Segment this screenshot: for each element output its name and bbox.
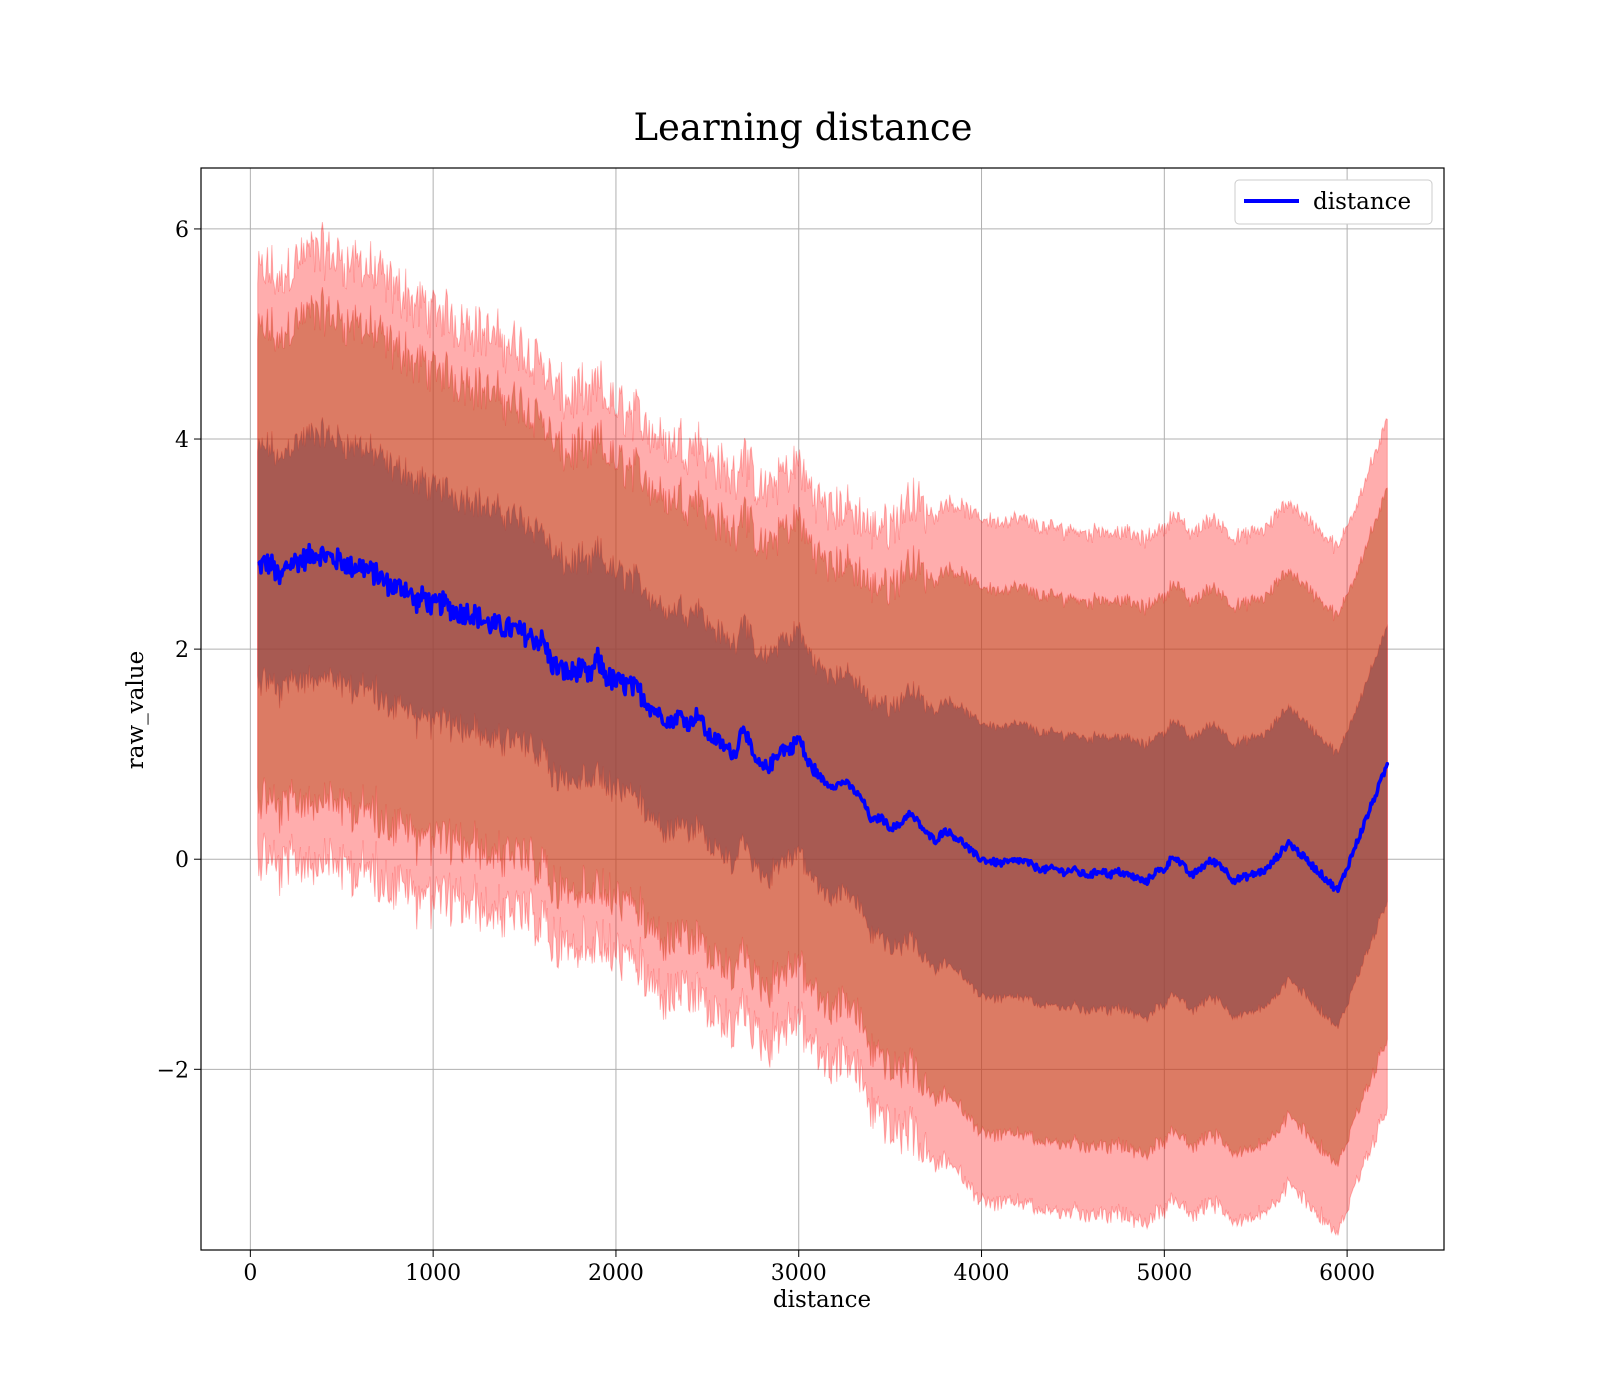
x-tick-label: 2000 [588,1261,644,1286]
x-axis-label: distance [773,1287,871,1313]
y-axis-label: raw_value [123,651,149,769]
std-band-2 [257,287,1388,1167]
x-tick-label: 4000 [954,1261,1010,1286]
std-band-mid [257,287,1388,1167]
x-tick-label: 6000 [1319,1261,1375,1286]
series-line-distance [257,542,1390,894]
x-tick-label: 1000 [405,1261,461,1286]
x-tick-label: 5000 [1136,1261,1192,1286]
grid [201,168,1444,1250]
legend: distance [1234,179,1433,225]
series [257,542,1390,894]
y-tick-label: 4 [175,428,189,453]
y-tick-label: 2 [175,638,189,663]
x-axis: 0 1000 2000 3000 4000 5000 6000 [243,1250,1375,1286]
y-tick-label: 6 [175,218,189,243]
std-band-2.5 [257,221,1388,1237]
chart-title: Learning distance [633,106,972,149]
y-axis: −2 0 2 4 6 [157,218,201,1083]
y-tick-label: −2 [157,1058,189,1083]
y-tick-label: 0 [175,848,189,873]
x-tick-label: 0 [243,1261,257,1286]
legend-box [1234,179,1433,225]
legend-label-distance: distance [1313,189,1411,215]
plot-frame [200,167,1445,1251]
x-tick-label: 3000 [771,1261,827,1286]
